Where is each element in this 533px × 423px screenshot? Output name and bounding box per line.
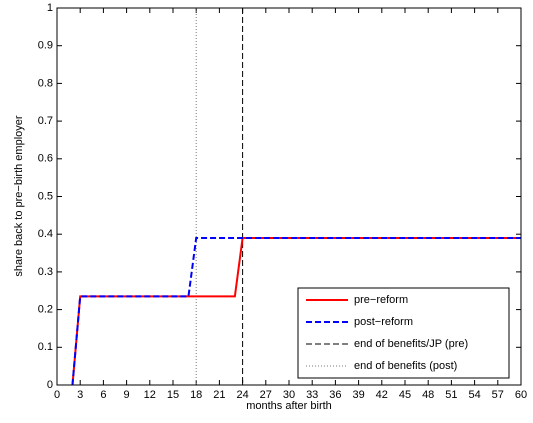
legend-label: end of benefits/JP (pre) — [354, 338, 468, 350]
x-tick-label: 30 — [283, 389, 295, 401]
y-tick-label: 0.4 — [38, 228, 53, 240]
legend-label: pre−reform — [354, 294, 408, 306]
y-tick-label: 0.6 — [38, 153, 53, 165]
x-tick-label: 3 — [77, 389, 83, 401]
x-tick-label: 6 — [100, 389, 106, 401]
y-tick-label: 0.7 — [38, 115, 53, 127]
x-tick-label: 36 — [329, 389, 341, 401]
x-tick-label: 51 — [445, 389, 457, 401]
y-tick-label: 0 — [47, 379, 53, 391]
x-tick-label: 33 — [306, 389, 318, 401]
x-axis-label: months after birth — [246, 400, 332, 412]
x-tick-label: 39 — [352, 389, 364, 401]
x-tick-label: 60 — [515, 389, 527, 401]
legend-box — [297, 287, 510, 379]
data-line — [71, 236, 521, 386]
x-tick-label: 27 — [260, 389, 272, 401]
x-tick-label: 21 — [213, 389, 225, 401]
y-tick-label: 0.8 — [38, 77, 53, 89]
x-tick-label: 45 — [399, 389, 411, 401]
y-tick-label: 0.3 — [38, 266, 53, 278]
legend-label: post−reform — [354, 316, 413, 328]
y-axis-label: share back to pre−birth employer — [13, 115, 25, 276]
y-tick-label: 0.5 — [38, 190, 53, 202]
x-tick-label: 12 — [144, 389, 156, 401]
x-tick-label: 18 — [190, 389, 202, 401]
x-tick-label: 57 — [492, 389, 504, 401]
x-tick-label: 9 — [124, 389, 130, 401]
y-tick-label: 0.1 — [38, 341, 53, 353]
x-tick-label: 24 — [236, 389, 248, 401]
y-tick-label: 1 — [47, 2, 53, 14]
x-tick-label: 42 — [376, 389, 388, 401]
plot-frame — [56, 7, 522, 386]
legend: pre−reform post−reform end of benefits/JP … — [297, 287, 510, 379]
legend-label: end of benefits (post) — [354, 360, 457, 372]
x-tick-label: 0 — [54, 389, 60, 401]
y-tick-label: 0.9 — [38, 40, 53, 52]
x-tick-label: 15 — [167, 389, 179, 401]
x-tick-label: 54 — [468, 389, 480, 401]
x-tick-label: 48 — [422, 389, 434, 401]
y-tick-label: 0.2 — [38, 304, 53, 316]
